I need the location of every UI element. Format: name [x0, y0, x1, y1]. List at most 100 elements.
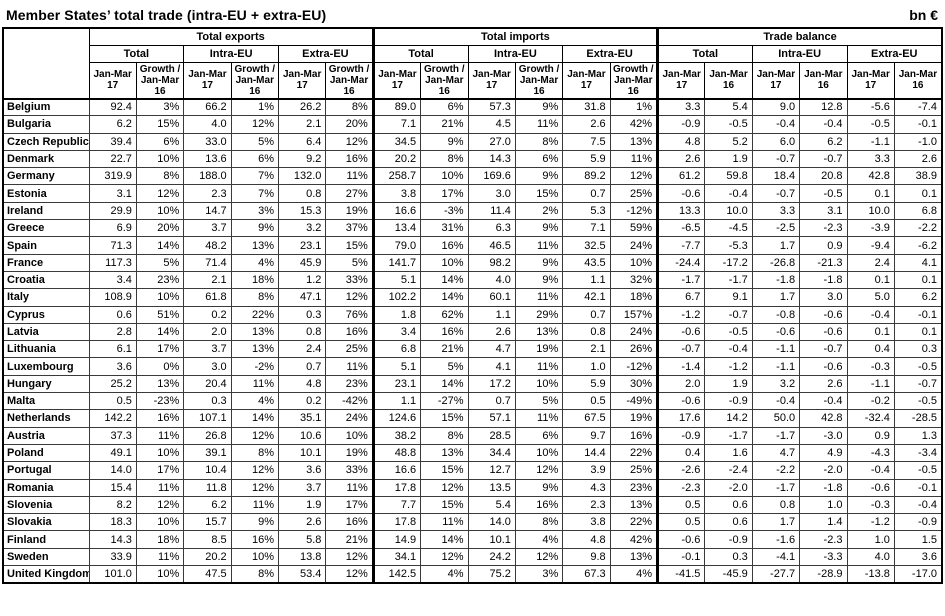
value-cell: 4% [230, 392, 280, 411]
value-cell: 34.4 [467, 443, 516, 463]
value-cell: -0.6 [655, 184, 706, 203]
value-cell: 25% [609, 461, 659, 480]
value-cell: 26.8 [183, 426, 232, 445]
value-cell: 59% [609, 219, 659, 238]
country-cell: Romania [2, 478, 90, 497]
value-cell: 6.8 [371, 340, 422, 359]
value-cell: 34.1 [371, 547, 422, 567]
value-cell: 6.2 [893, 288, 943, 307]
value-cell: 11.8 [183, 478, 232, 497]
value-cell: 37% [325, 219, 374, 238]
subgroup-imports-extra-eu: Extra-EU [562, 44, 658, 63]
value-cell: 8% [514, 132, 564, 151]
value-cell: 16.6 [371, 461, 422, 480]
value-cell: 0.6 [704, 513, 753, 532]
value-cell: 4.0 [183, 115, 232, 134]
table-row: Denmark 22.7 10% 13.6 6% 9.2 16% 20.2 8% 14.3 6% 5.… [2, 149, 943, 169]
header-col-row: Jan-Mar 17 Growth / Jan-Mar 16 Jan-Mar 1… [3, 61, 943, 99]
value-cell: -1.8 [799, 270, 848, 290]
country-cell: Bulgaria [2, 115, 90, 134]
value-cell: -1.7 [655, 270, 706, 290]
table-row: Lithuania 6.1 17% 3.7 13% 2.4 25% 6.8 21% 4.7 19% 2… [2, 340, 943, 359]
value-cell: -0.7 [893, 374, 943, 394]
value-cell: 0% [135, 357, 185, 376]
value-cell: 11% [514, 357, 564, 376]
value-cell: 14.0 [88, 461, 137, 480]
value-cell: 6% [230, 149, 280, 169]
value-cell: 11% [325, 357, 374, 376]
table-row: Slovenia 8.2 12% 6.2 11% 1.9 17% 7.7 15% 5.4 16% 2.… [2, 495, 943, 515]
value-cell: 3.6 [893, 547, 943, 567]
value-cell: -6.2 [893, 236, 943, 255]
value-cell: 9.8 [562, 547, 611, 567]
value-cell: -3.9 [846, 219, 895, 238]
value-cell: -1.4 [655, 357, 706, 376]
value-cell: -0.7 [751, 184, 801, 203]
value-cell: 14.3 [88, 530, 137, 549]
value-cell: 2.3 [183, 184, 232, 203]
value-cell: 11% [325, 167, 374, 186]
country-cell: Lithuania [2, 340, 90, 359]
value-cell: 6% [420, 97, 469, 117]
value-cell: 0.9 [799, 236, 848, 255]
value-cell: 13.5 [467, 478, 516, 497]
country-cell: Spain [2, 236, 90, 255]
value-cell: 8% [230, 288, 280, 307]
value-cell: -0.5 [704, 115, 753, 134]
table-row: Estonia 3.1 12% 2.3 7% 0.8 27% 3.8 17% 3.0 15% 0.7 2… [2, 184, 943, 203]
value-cell: 4.3 [562, 478, 611, 497]
value-cell: 14% [420, 374, 469, 394]
value-cell: -1.7 [704, 270, 753, 290]
value-cell: 2.6 [893, 149, 943, 169]
value-cell: -27% [420, 392, 469, 411]
value-cell: 13% [609, 547, 659, 567]
value-cell: 61.8 [183, 288, 232, 307]
value-cell: 3.1 [799, 201, 848, 221]
value-cell: 2% [514, 201, 564, 221]
value-cell: 62% [420, 305, 469, 324]
value-cell: 10% [135, 201, 185, 221]
value-cell: 21% [420, 340, 469, 359]
value-cell: 13.8 [277, 547, 327, 567]
value-cell: 14% [230, 409, 280, 428]
value-cell: 43.5 [562, 253, 611, 272]
value-cell: -0.4 [799, 115, 848, 134]
value-cell: 45.9 [277, 253, 327, 272]
value-cell: 4.8 [562, 530, 611, 549]
col-header: Growth / Jan-Mar 16 [420, 61, 469, 99]
value-cell: 25.2 [88, 374, 137, 394]
value-cell: -41.5 [655, 565, 706, 584]
value-cell: 32.5 [562, 236, 611, 255]
value-cell: 1% [609, 97, 659, 117]
value-cell: 9.2 [277, 149, 327, 169]
value-cell: -0.4 [704, 184, 753, 203]
value-cell: 5.4 [704, 97, 753, 117]
value-cell: 29.9 [88, 201, 137, 221]
value-cell: -5.3 [704, 236, 753, 255]
value-cell: 12% [230, 478, 280, 497]
value-cell: 3.6 [88, 357, 137, 376]
value-cell: 11% [325, 478, 374, 497]
value-cell: -1.1 [751, 357, 801, 376]
value-cell: 1.4 [799, 513, 848, 532]
value-cell: 53.4 [277, 565, 327, 584]
value-cell: -0.4 [846, 461, 895, 480]
value-cell: -0.7 [704, 305, 753, 324]
value-cell: -2.3 [799, 219, 848, 238]
table-header: Total exports Total imports Trade balanc… [2, 27, 943, 99]
value-cell: 20.8 [799, 167, 848, 186]
value-cell: 14% [420, 530, 469, 549]
value-cell: 42.1 [562, 288, 611, 307]
value-cell: 10.1 [467, 530, 516, 549]
value-cell: 5% [514, 392, 564, 411]
value-cell: -0.4 [751, 392, 801, 411]
table-row: Croatia 3.4 23% 2.1 18% 1.2 33% 5.1 14% 4.0 9% 1.1 3… [2, 270, 943, 290]
value-cell: 6.0 [751, 132, 801, 151]
col-header: Jan-Mar 17 [88, 61, 137, 99]
table-row: Luxembourg 3.6 0% 3.0 -2% 0.7 11% 5.1 5% 4.1 11% 1.… [2, 357, 943, 376]
value-cell: 1.7 [751, 288, 801, 307]
value-cell: 101.0 [88, 565, 137, 584]
value-cell: -1.1 [846, 132, 895, 151]
value-cell: -2.6 [655, 461, 706, 480]
value-cell: 10.0 [846, 201, 895, 221]
